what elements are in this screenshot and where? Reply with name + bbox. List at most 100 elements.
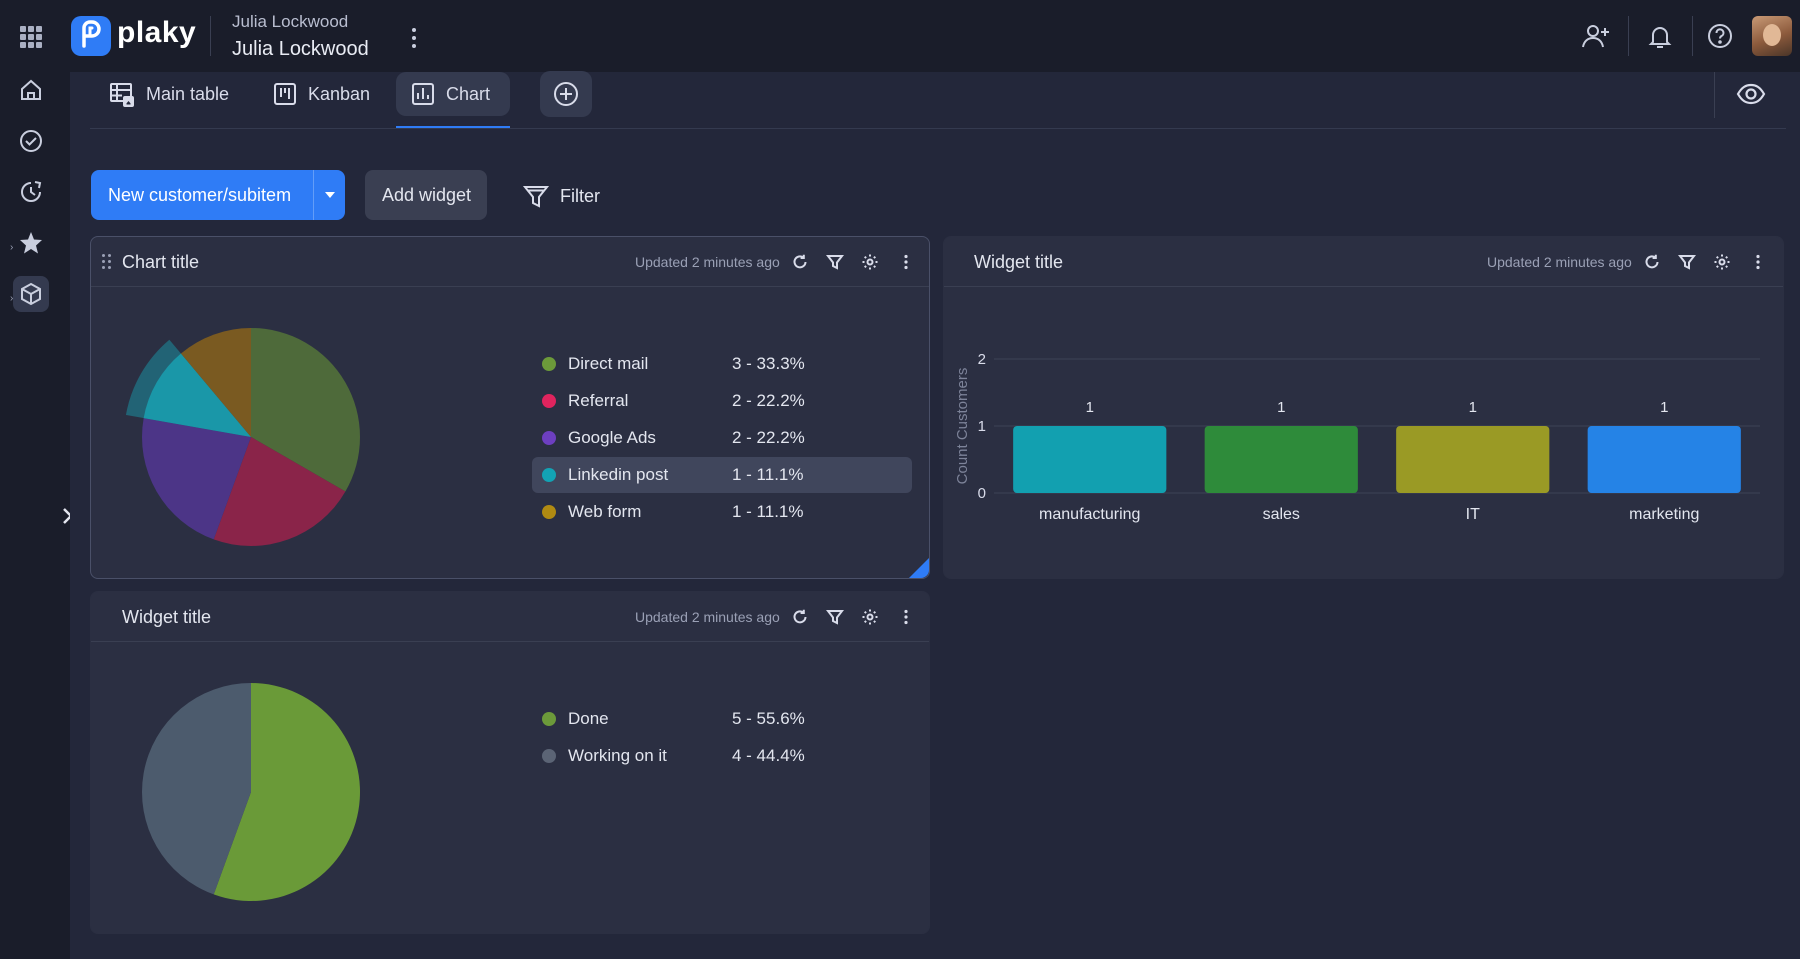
apps-grid-icon[interactable] — [20, 26, 42, 48]
drag-handle-icon[interactable] — [102, 254, 112, 270]
source-pie-widget[interactable]: Chart title Updated 2 minutes ago Direct… — [90, 236, 930, 579]
legend-item[interactable]: Working on it 4 - 44.4% — [532, 738, 912, 774]
bar-data-label: 1 — [1277, 399, 1285, 416]
workspace-owner[interactable]: Julia Lockwood — [232, 12, 349, 31]
chart-icon — [412, 83, 434, 105]
legend-value: 2 - 22.2% — [732, 428, 805, 447]
add-widget-button[interactable]: Add widget — [365, 170, 487, 220]
legend-item[interactable]: Linkedin post 1 - 11.1% — [532, 457, 912, 493]
eye-icon[interactable] — [1735, 78, 1767, 110]
legend-value: 1 - 11.1% — [732, 465, 804, 484]
star-icon[interactable] — [13, 225, 49, 261]
legend-item[interactable]: Direct mail 3 - 33.3% — [532, 346, 912, 382]
filter-icon[interactable] — [825, 253, 845, 271]
y-axis-label: Count Customers — [954, 368, 971, 485]
legend-color-dot — [542, 468, 556, 482]
legend-item[interactable]: Web form 1 - 11.1% — [532, 494, 912, 530]
industry-bar-widget[interactable]: Widget title Updated 2 minutes ago 0 1 2 Co… — [943, 236, 1784, 579]
legend-color-dot — [542, 357, 556, 371]
pie-slice-done[interactable] — [213, 683, 360, 901]
chevron-right-icon[interactable]: › — [10, 293, 14, 304]
legend-value: 4 - 44.4% — [732, 746, 805, 765]
legend-item[interactable]: Referral 2 - 22.2% — [532, 383, 912, 419]
board-title[interactable]: Julia Lockwood — [232, 38, 369, 60]
legend-color-dot — [542, 749, 556, 763]
legend-item[interactable]: Google Ads 2 - 22.2% — [532, 420, 912, 456]
widget-header: Widget title Updated 2 minutes ago — [91, 592, 929, 642]
pie-slice-direct-mail[interactable] — [251, 328, 360, 492]
bell-icon[interactable] — [1644, 20, 1676, 52]
legend-item[interactable]: Done 5 - 55.6% — [532, 701, 912, 737]
new-customer-dropdown-toggle[interactable] — [313, 170, 345, 220]
status-pie-widget[interactable]: Widget title Updated 2 minutes ago Done 5… — [90, 591, 930, 934]
bar-sales[interactable] — [1204, 426, 1358, 493]
home-icon[interactable] — [13, 72, 49, 108]
kanban-icon — [274, 83, 296, 105]
refresh-icon[interactable] — [791, 253, 809, 271]
legend-value: 1 - 11.1% — [732, 502, 804, 521]
refresh-icon[interactable] — [1643, 253, 1661, 271]
filter-icon[interactable] — [1677, 253, 1697, 271]
chevron-right-icon[interactable]: › — [10, 242, 14, 253]
updated-text: Updated 2 minutes ago — [635, 254, 780, 270]
more-vertical-icon[interactable] — [897, 608, 915, 626]
x-tick-label: sales — [1263, 506, 1300, 523]
bar-manufacturing[interactable] — [1013, 426, 1167, 493]
tab-main-table[interactable]: Main table — [94, 72, 243, 116]
gear-icon[interactable] — [861, 608, 879, 626]
legend-color-dot — [542, 712, 556, 726]
status-pie-chart[interactable] — [111, 652, 391, 932]
filter-label: Filter — [560, 185, 600, 206]
add-user-icon[interactable] — [1580, 20, 1612, 52]
industry-bar-chart[interactable]: 0 1 2 Count Customers 1 manufacturing 1 sales 1 I… — [944, 287, 1783, 577]
widget-header: Chart title Updated 2 minutes ago — [91, 237, 929, 287]
x-tick-label: manufacturing — [1039, 506, 1140, 523]
my-work-check-icon[interactable] — [13, 123, 49, 159]
widget-title[interactable]: Widget title — [974, 252, 1064, 272]
resize-handle[interactable] — [909, 558, 929, 578]
updated-text: Updated 2 minutes ago — [635, 609, 780, 625]
source-pie-chart[interactable] — [111, 297, 391, 577]
pie-slice-linkedin-post[interactable] — [143, 353, 251, 437]
widget-title[interactable]: Widget title — [122, 607, 212, 627]
legend-value: 3 - 33.3% — [732, 354, 805, 373]
more-vertical-icon[interactable] — [897, 253, 915, 271]
tab-kanban[interactable]: Kanban — [258, 72, 384, 116]
divider — [1692, 16, 1693, 56]
refresh-icon[interactable] — [791, 608, 809, 626]
filter-button[interactable]: Filter — [522, 176, 600, 216]
gear-icon[interactable] — [1713, 253, 1731, 271]
tab-label: Kanban — [308, 83, 371, 104]
avatar[interactable] — [1752, 16, 1792, 56]
add-view-button[interactable] — [540, 71, 592, 117]
legend-label: Web form — [568, 502, 642, 521]
more-vertical-icon[interactable] — [404, 26, 424, 50]
y-tick-label: 0 — [978, 485, 986, 502]
legend-label: Linkedin post — [568, 465, 669, 484]
widget-header: Widget title Updated 2 minutes ago — [944, 237, 1783, 287]
pie-slice-referral[interactable] — [213, 437, 346, 546]
pie-slice-web-form[interactable] — [180, 328, 251, 437]
tab-chart[interactable]: Chart — [396, 72, 510, 116]
new-customer-button[interactable]: New customer/subitem — [91, 170, 345, 220]
bar-marketing[interactable] — [1587, 426, 1741, 493]
widget-title[interactable]: Chart title — [122, 252, 200, 272]
logo-icon — [71, 16, 111, 56]
legend-color-dot — [542, 505, 556, 519]
workspace-box-icon[interactable] — [13, 276, 49, 312]
divider — [1714, 72, 1715, 118]
bar-it[interactable] — [1396, 426, 1550, 493]
gear-icon[interactable] — [861, 253, 879, 271]
divider — [1628, 16, 1629, 56]
bar-data-label: 1 — [1086, 399, 1094, 416]
help-icon[interactable] — [1704, 20, 1736, 52]
filter-icon[interactable] — [825, 608, 845, 626]
bar-data-label: 1 — [1660, 399, 1668, 416]
legend-label: Google Ads — [568, 428, 656, 447]
more-vertical-icon[interactable] — [1749, 253, 1767, 271]
recent-icon[interactable] — [13, 174, 49, 210]
pie-slice-google-ads[interactable] — [142, 418, 251, 540]
updated-text: Updated 2 minutes ago — [1487, 254, 1632, 270]
pie-slice-working-on-it[interactable] — [142, 683, 251, 895]
table-icon — [110, 83, 134, 107]
